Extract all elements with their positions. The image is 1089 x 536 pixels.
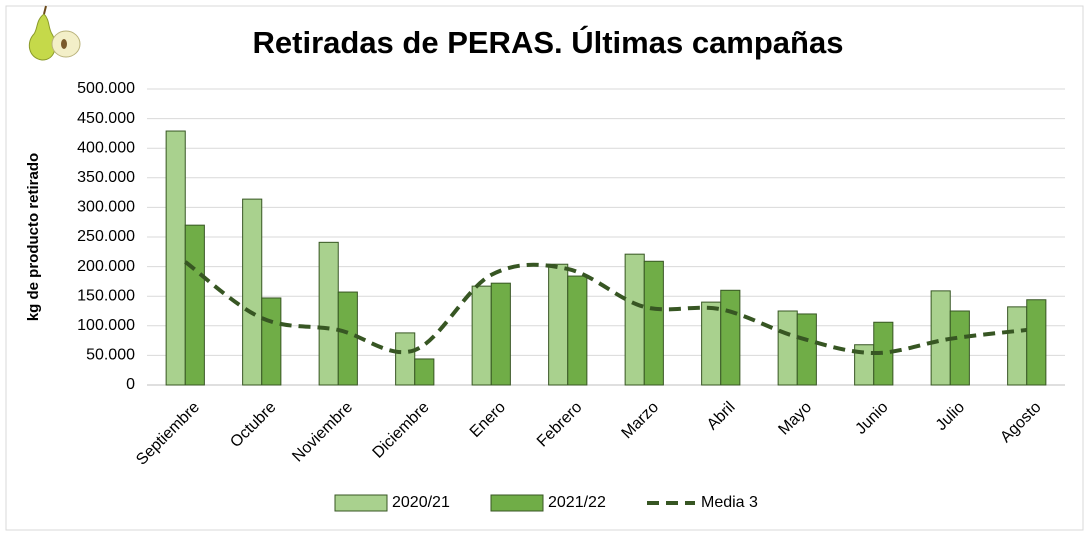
- bar: [262, 298, 281, 385]
- bar: [415, 359, 434, 385]
- bar: [702, 302, 721, 385]
- bar: [778, 311, 797, 385]
- y-tick-label: 350.000: [77, 169, 135, 186]
- bar: [396, 333, 415, 385]
- bar: [568, 276, 587, 385]
- bar: [472, 286, 491, 385]
- chart: Retiradas de PERAS. Últimas campañas kg …: [0, 0, 1089, 536]
- y-tick-label: 200.000: [77, 258, 135, 275]
- bar: [721, 290, 740, 385]
- y-tick-label: 400.000: [77, 139, 135, 156]
- legend-swatch: [335, 495, 387, 511]
- y-tick-label: 250.000: [77, 228, 135, 245]
- legend-label: Media 3: [701, 494, 758, 511]
- y-tick-label: 0: [126, 376, 135, 393]
- legend-label: 2020/21: [392, 494, 450, 511]
- bar: [1008, 307, 1027, 385]
- bar: [319, 242, 338, 385]
- bar: [338, 292, 357, 385]
- y-axis-label: kg de producto retirado: [25, 153, 42, 321]
- chart-title: Retiradas de PERAS. Últimas campañas: [253, 24, 844, 60]
- bar: [1027, 300, 1046, 385]
- y-tick-label: 150.000: [77, 287, 135, 304]
- y-tick-label: 450.000: [77, 110, 135, 127]
- bar: [243, 199, 262, 385]
- bar: [491, 283, 510, 385]
- y-tick-label: 500.000: [77, 80, 135, 97]
- y-tick-label: 100.000: [77, 317, 135, 334]
- bar: [549, 264, 568, 385]
- legend-label: 2021/22: [548, 494, 606, 511]
- bar: [625, 254, 644, 385]
- bar: [797, 314, 816, 385]
- y-tick-label: 300.000: [77, 199, 135, 216]
- legend-swatch: [491, 495, 543, 511]
- bar: [185, 225, 204, 385]
- y-tick-label: 50.000: [86, 347, 135, 364]
- bar: [166, 131, 185, 385]
- bar: [950, 311, 969, 385]
- bar: [644, 261, 663, 385]
